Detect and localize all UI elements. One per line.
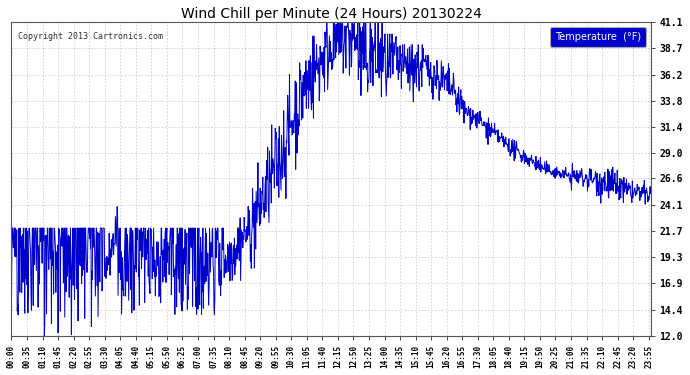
Legend: Temperature  (°F): Temperature (°F) — [550, 27, 646, 47]
Text: Copyright 2013 Cartronics.com: Copyright 2013 Cartronics.com — [18, 32, 163, 40]
Title: Wind Chill per Minute (24 Hours) 20130224: Wind Chill per Minute (24 Hours) 2013022… — [181, 7, 482, 21]
